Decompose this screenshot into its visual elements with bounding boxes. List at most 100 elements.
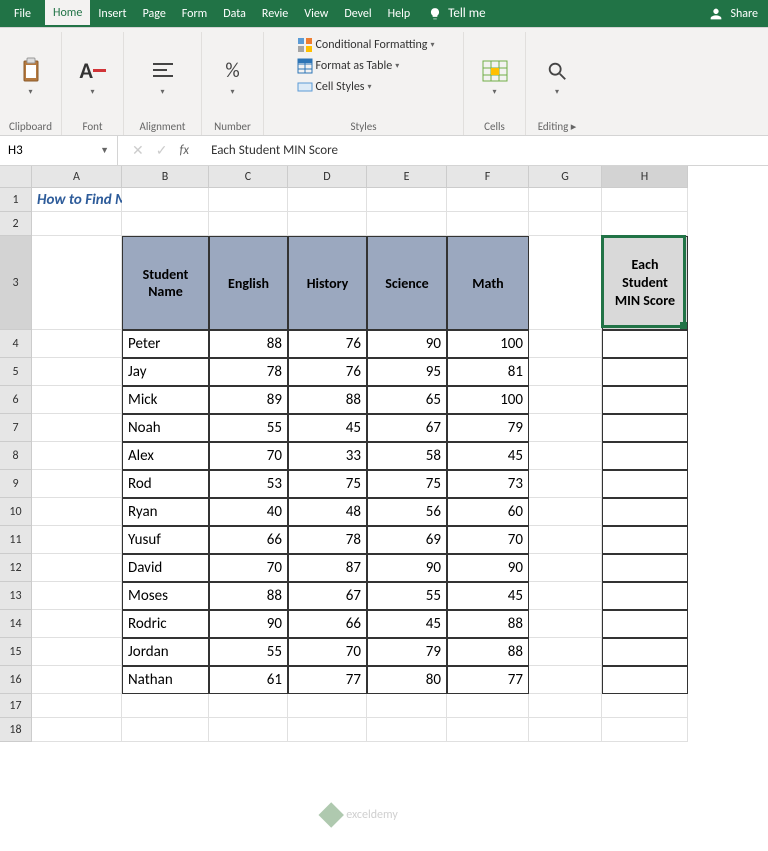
- cell-E3[interactable]: Science: [367, 236, 447, 330]
- row-header-15[interactable]: 15: [0, 638, 32, 666]
- cell-H7[interactable]: [602, 414, 688, 442]
- fx-icon[interactable]: fx: [179, 143, 189, 158]
- cell-G5[interactable]: [529, 358, 602, 386]
- row-header-14[interactable]: 14: [0, 610, 32, 638]
- cell-G2[interactable]: [529, 212, 602, 236]
- cell-styles-button[interactable]: Cell Styles ▾: [297, 78, 372, 96]
- tab-insert[interactable]: Insert: [90, 0, 134, 27]
- cancel-icon[interactable]: ✕: [132, 142, 144, 159]
- cell-D4[interactable]: 76: [288, 330, 367, 358]
- cell-B1[interactable]: [122, 188, 209, 212]
- cell-E7[interactable]: 67: [367, 414, 447, 442]
- cell-G11[interactable]: [529, 526, 602, 554]
- cell-B5[interactable]: Jay: [122, 358, 209, 386]
- alignment-button[interactable]: ▾: [150, 58, 176, 97]
- cell-G8[interactable]: [529, 442, 602, 470]
- cell-F18[interactable]: [447, 718, 529, 742]
- cell-C16[interactable]: 61: [209, 666, 288, 694]
- cell-E8[interactable]: 58: [367, 442, 447, 470]
- cell-C18[interactable]: [209, 718, 288, 742]
- cell-F9[interactable]: 73: [447, 470, 529, 498]
- cell-A5[interactable]: [32, 358, 122, 386]
- cell-H18[interactable]: [602, 718, 688, 742]
- row-header-2[interactable]: 2: [0, 212, 32, 236]
- cell-E6[interactable]: 65: [367, 386, 447, 414]
- cell-C5[interactable]: 78: [209, 358, 288, 386]
- cell-G3[interactable]: [529, 236, 602, 330]
- cell-A15[interactable]: [32, 638, 122, 666]
- cell-F12[interactable]: 90: [447, 554, 529, 582]
- tab-home[interactable]: Home: [45, 0, 90, 27]
- cell-F14[interactable]: 88: [447, 610, 529, 638]
- cells-area[interactable]: How to Find Minimum value in ExcelStuden…: [32, 188, 688, 742]
- cell-B12[interactable]: David: [122, 554, 209, 582]
- cell-D3[interactable]: History: [288, 236, 367, 330]
- cell-B17[interactable]: [122, 694, 209, 718]
- col-header-F[interactable]: F: [447, 166, 529, 188]
- cell-C11[interactable]: 66: [209, 526, 288, 554]
- cell-F7[interactable]: 79: [447, 414, 529, 442]
- cell-B7[interactable]: Noah: [122, 414, 209, 442]
- cell-A6[interactable]: [32, 386, 122, 414]
- cell-H1[interactable]: [602, 188, 688, 212]
- tab-data[interactable]: Data: [215, 0, 254, 27]
- cell-C1[interactable]: [209, 188, 288, 212]
- select-all-corner[interactable]: [0, 166, 32, 188]
- cell-H13[interactable]: [602, 582, 688, 610]
- row-header-5[interactable]: 5: [0, 358, 32, 386]
- cells-button[interactable]: ▾: [482, 58, 508, 97]
- cell-H8[interactable]: [602, 442, 688, 470]
- cell-B13[interactable]: Moses: [122, 582, 209, 610]
- cell-B11[interactable]: Yusuf: [122, 526, 209, 554]
- cell-D18[interactable]: [288, 718, 367, 742]
- row-header-4[interactable]: 4: [0, 330, 32, 358]
- cell-B6[interactable]: Mick: [122, 386, 209, 414]
- cell-C9[interactable]: 53: [209, 470, 288, 498]
- cell-B10[interactable]: Ryan: [122, 498, 209, 526]
- cell-G9[interactable]: [529, 470, 602, 498]
- cell-F11[interactable]: 70: [447, 526, 529, 554]
- cell-D17[interactable]: [288, 694, 367, 718]
- cell-D5[interactable]: 76: [288, 358, 367, 386]
- cell-F3[interactable]: Math: [447, 236, 529, 330]
- cell-A18[interactable]: [32, 718, 122, 742]
- cell-A13[interactable]: [32, 582, 122, 610]
- cell-B8[interactable]: Alex: [122, 442, 209, 470]
- cell-F17[interactable]: [447, 694, 529, 718]
- cell-D15[interactable]: 70: [288, 638, 367, 666]
- col-header-H[interactable]: H: [602, 166, 688, 188]
- cell-H12[interactable]: [602, 554, 688, 582]
- cell-H11[interactable]: [602, 526, 688, 554]
- cell-C15[interactable]: 55: [209, 638, 288, 666]
- cell-H14[interactable]: [602, 610, 688, 638]
- row-header-1[interactable]: 1: [0, 188, 32, 212]
- cell-E12[interactable]: 90: [367, 554, 447, 582]
- cell-F4[interactable]: 100: [447, 330, 529, 358]
- row-header-17[interactable]: 17: [0, 694, 32, 718]
- cell-A9[interactable]: [32, 470, 122, 498]
- cell-E14[interactable]: 45: [367, 610, 447, 638]
- cell-A8[interactable]: [32, 442, 122, 470]
- cell-D12[interactable]: 87: [288, 554, 367, 582]
- cell-A12[interactable]: [32, 554, 122, 582]
- cell-F15[interactable]: 88: [447, 638, 529, 666]
- tab-view[interactable]: View: [296, 0, 336, 27]
- col-header-D[interactable]: D: [288, 166, 367, 188]
- cell-E18[interactable]: [367, 718, 447, 742]
- number-button[interactable]: % ▾: [220, 58, 246, 97]
- cell-G14[interactable]: [529, 610, 602, 638]
- cell-D2[interactable]: [288, 212, 367, 236]
- name-box[interactable]: H3 ▼: [0, 136, 118, 165]
- cell-C6[interactable]: 89: [209, 386, 288, 414]
- cell-H10[interactable]: [602, 498, 688, 526]
- cell-C8[interactable]: 70: [209, 442, 288, 470]
- cell-C2[interactable]: [209, 212, 288, 236]
- cell-C17[interactable]: [209, 694, 288, 718]
- cell-B16[interactable]: Nathan: [122, 666, 209, 694]
- cell-G18[interactable]: [529, 718, 602, 742]
- tab-form[interactable]: Form: [174, 0, 215, 27]
- row-header-11[interactable]: 11: [0, 526, 32, 554]
- cell-D9[interactable]: 75: [288, 470, 367, 498]
- cell-H3[interactable]: Each Student MIN Score: [602, 236, 688, 330]
- cell-F10[interactable]: 60: [447, 498, 529, 526]
